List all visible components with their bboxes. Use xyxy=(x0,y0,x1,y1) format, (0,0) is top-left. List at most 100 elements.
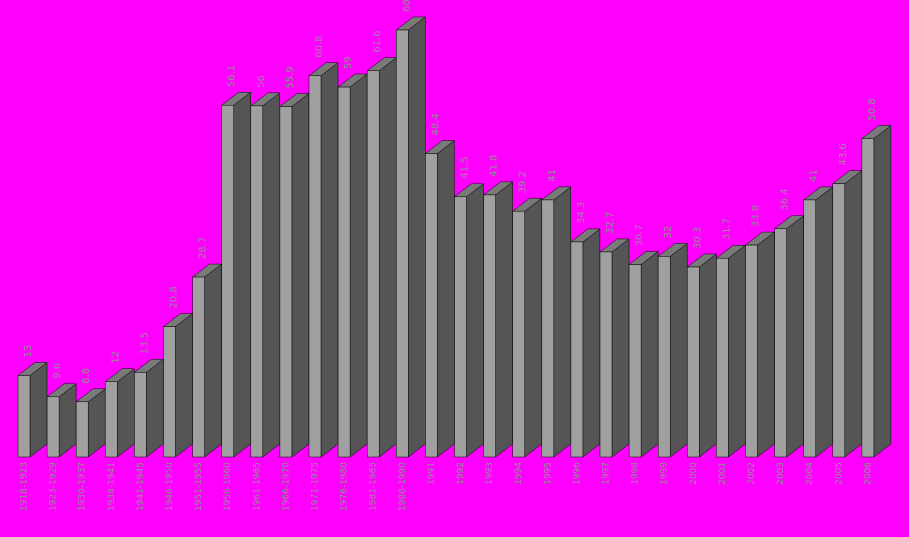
value-label: 60.8 xyxy=(314,36,325,58)
bar-front xyxy=(512,210,525,458)
bar xyxy=(541,186,572,458)
bar xyxy=(832,170,863,458)
bar-side xyxy=(437,140,455,458)
x-tick-label: 1997 xyxy=(602,462,612,485)
bar-front xyxy=(774,228,787,458)
x-tick-label: 1996 xyxy=(572,462,582,485)
value-label: 20.8 xyxy=(169,286,180,308)
x-tick-label: 1994 xyxy=(514,462,524,485)
x-tick-label: 2002 xyxy=(747,462,757,485)
value-label: 61.6 xyxy=(372,30,383,52)
bar-side xyxy=(611,238,630,458)
bar xyxy=(104,368,136,458)
x-tick-label: 1918-1923 xyxy=(20,462,30,511)
bar xyxy=(570,228,601,458)
x-tick-label: 1966-1970 xyxy=(281,462,291,511)
bar-side xyxy=(408,16,426,458)
value-label: 41 xyxy=(547,169,558,182)
bar-side xyxy=(844,170,863,458)
bar-side xyxy=(29,361,48,458)
bar xyxy=(133,358,165,458)
bar-front xyxy=(396,29,409,458)
bar-front xyxy=(716,257,729,458)
value-label: 59 xyxy=(343,56,354,69)
bar xyxy=(657,242,688,458)
bar-side xyxy=(291,92,310,458)
value-label: 30.3 xyxy=(692,227,703,249)
bar xyxy=(802,186,834,458)
bar-side xyxy=(117,368,135,458)
bar-side xyxy=(728,244,746,458)
bar-front xyxy=(745,244,758,458)
bar-front xyxy=(570,241,584,458)
bar xyxy=(162,313,194,458)
value-label: 34.3 xyxy=(576,202,587,224)
value-label: 33.8 xyxy=(751,205,762,227)
value-label: 9.6 xyxy=(52,363,63,379)
value-label: 36.4 xyxy=(780,188,791,210)
value-label: 43.6 xyxy=(838,143,849,165)
bar-front xyxy=(163,326,176,458)
bar xyxy=(424,140,456,458)
value-label: 12 xyxy=(110,351,121,364)
x-tick-label: 1941-1945 xyxy=(136,462,146,511)
x-tick-label: 1991 xyxy=(427,462,437,485)
bar-front xyxy=(192,276,205,458)
bar-front xyxy=(46,396,60,458)
value-label: 50.8 xyxy=(867,98,878,120)
bar xyxy=(453,183,485,458)
value-label: 28.7 xyxy=(198,237,209,259)
x-tick-label: 1930-1937 xyxy=(78,462,88,511)
x-tick-label: 2000 xyxy=(689,462,699,485)
bar-front xyxy=(628,264,642,458)
bar-side xyxy=(320,62,339,458)
bar xyxy=(366,57,397,458)
bar-front xyxy=(75,401,89,458)
bar-front xyxy=(17,375,31,458)
bar-side xyxy=(582,228,601,458)
bar-front xyxy=(454,196,467,458)
x-tick-label: 1999 xyxy=(660,462,670,485)
bar-front xyxy=(105,381,118,458)
bar xyxy=(46,383,77,458)
bar-side xyxy=(233,91,251,458)
bar xyxy=(250,92,281,458)
x-tick-label: 1995 xyxy=(543,462,553,485)
bar xyxy=(599,238,630,458)
value-label: 48.4 xyxy=(430,113,441,135)
bar-side xyxy=(495,181,513,458)
x-tick-label: 2006 xyxy=(863,462,873,485)
bar xyxy=(17,361,48,458)
bar xyxy=(744,231,776,458)
bar xyxy=(220,91,252,458)
bar-front xyxy=(134,372,147,458)
bar-side xyxy=(873,124,892,458)
bar xyxy=(773,215,805,458)
bar-side xyxy=(640,250,659,458)
bar-front xyxy=(250,105,264,458)
x-tick-label: 1981-1985 xyxy=(369,462,379,511)
bar-side xyxy=(553,186,572,458)
bar-front xyxy=(657,256,671,458)
value-label: 56 xyxy=(256,75,267,88)
bar-side xyxy=(466,183,484,458)
bar xyxy=(482,181,514,458)
bar-front xyxy=(541,199,555,458)
bar xyxy=(395,16,427,458)
value-label: 32 xyxy=(663,226,674,239)
bar-front xyxy=(221,104,234,458)
value-label: 56.1 xyxy=(227,65,238,87)
bar-side xyxy=(262,92,281,458)
x-tick-label: 1998 xyxy=(631,462,641,485)
bar-front xyxy=(366,70,380,458)
value-label: 32.7 xyxy=(605,212,616,234)
bar xyxy=(628,250,659,458)
x-tick-label: 1923-1929 xyxy=(49,462,59,511)
value-label: 41.8 xyxy=(489,155,500,177)
value-label: 41 xyxy=(809,169,820,182)
x-tick-label: 1956-1960 xyxy=(223,462,233,511)
bar-front xyxy=(803,199,816,458)
value-label: 31.7 xyxy=(721,218,732,240)
x-tick-label: 2001 xyxy=(718,462,728,485)
x-tick-label: 1992 xyxy=(456,462,466,485)
